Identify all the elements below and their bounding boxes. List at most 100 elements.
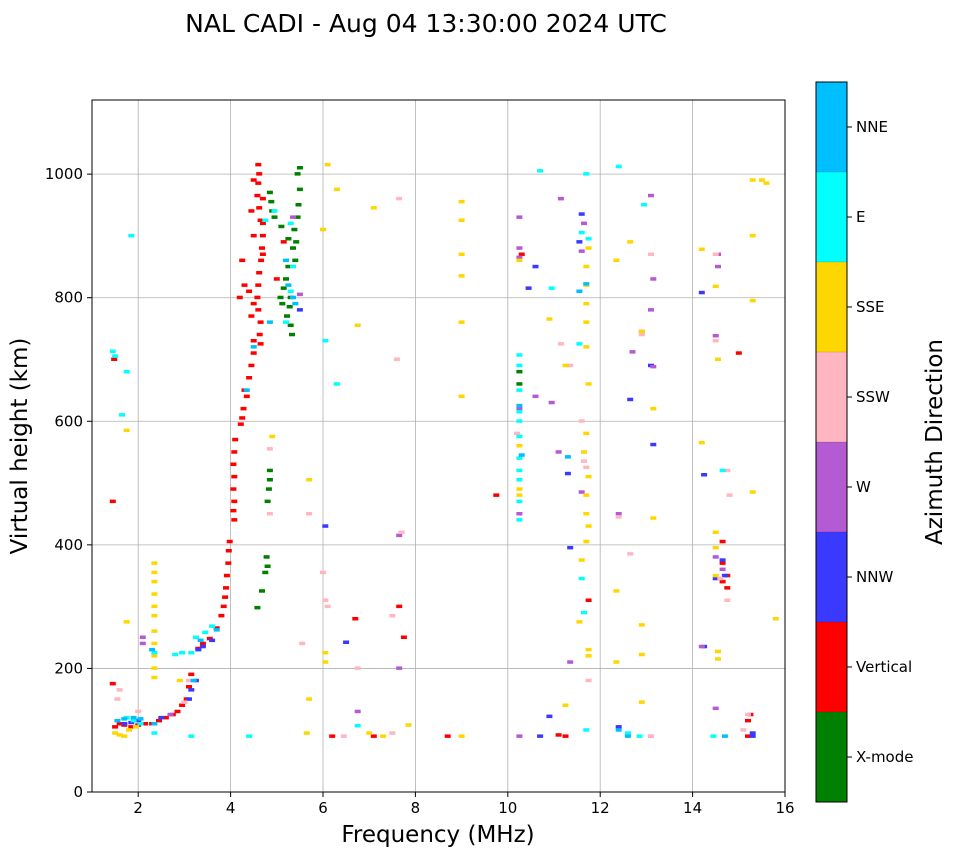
y-tick-label: 600 [54,412,83,430]
echo-point-ssw [186,678,192,683]
echo-point-w [139,635,146,639]
echo-point-sse [132,725,139,729]
echo-point-x-mode [296,187,303,192]
echo-point-vertical [255,181,262,185]
echo-point-sse [583,539,590,544]
colorbar-segment [816,262,847,352]
echo-point-e [128,233,135,238]
echo-point-nnw [121,722,128,726]
echo-point-ssw [567,363,574,368]
echo-point-w [516,215,523,219]
echo-point-e [516,499,523,504]
echo-point-vertical [128,725,135,729]
echo-point-vertical [256,206,263,210]
echo-point-ssw [724,468,731,473]
echo-point-sse [151,629,158,633]
plot-area [92,100,785,792]
echo-point-vertical [248,314,255,318]
echo-point-nne [149,647,156,652]
echo-point-e [516,419,523,423]
echo-point-w [139,641,146,646]
echo-point-ssw [114,697,121,701]
echo-point-vertical [280,240,287,244]
echo-point-vertical [250,178,257,182]
echo-point-nne [121,717,128,721]
echo-point-ssw [726,493,733,497]
echo-point-sse [763,181,770,185]
echo-point-sse [749,233,756,238]
echo-point-e [209,624,216,628]
echo-point-vertical [223,586,229,590]
echo-point-ssw [583,465,590,470]
echo-point-e [641,203,648,207]
echo-point-nne [137,717,144,721]
echo-point-vertical [231,450,238,454]
echo-point-vertical [142,722,149,726]
echo-point-vertical [248,209,255,213]
echo-point-sse [151,604,158,609]
echo-point-e [333,382,340,386]
y-axis-label: Virtual height (km) [7,338,33,555]
echo-point-x-mode [283,277,289,281]
echo-point-vertical [745,734,751,738]
echo-point-vertical [206,636,213,641]
echo-point-w [296,292,303,297]
echo-point-ssw [581,459,587,463]
echo-point-e [119,413,125,417]
echo-point-x-mode [294,215,301,219]
echo-point-sse [581,450,587,454]
echo-point-vertical [370,734,377,738]
echo-point-e [179,651,186,655]
colorbar-frame [815,81,848,803]
echo-point-sse [583,264,590,269]
echo-point-vertical [259,246,265,250]
echo-point-vertical [250,233,257,238]
echo-point-vertical [719,539,726,544]
x-tick-label: 16 [775,799,794,817]
echo-point-w [396,666,403,670]
echo-point-vertical [225,561,232,565]
echo-point-ssw [627,552,634,556]
echo-point-e [710,734,717,738]
echo-point-ssw [557,342,564,346]
echo-point-sse [333,187,340,192]
echo-point-e [516,410,523,414]
echo-point-sse [322,660,329,664]
echo-point-sse [151,641,158,646]
echo-point-sse [749,490,756,494]
echo-point-sse [638,623,645,627]
echo-point-sse [151,561,158,565]
echo-point-nne [130,715,137,720]
echo-point-nnw [701,473,708,477]
echo-point-nne [266,320,273,324]
echo-point-e [624,731,631,735]
echo-point-sse [151,592,158,596]
echo-point-ssw [340,734,347,738]
colorbar-label-w: W [856,478,871,496]
echo-point-ssw [324,604,331,609]
echo-point-x-mode [284,314,290,318]
x-tick-label: 8 [411,799,421,817]
echo-point-ssw [578,419,585,423]
echo-point-vertical [255,283,262,287]
echo-point-ssw [398,530,405,534]
data-marks [109,162,779,738]
echo-point-vertical [254,295,261,300]
echo-point-sse [576,620,583,624]
echo-point-nnw [199,644,206,649]
echo-point-e [151,651,158,655]
echo-point-sse [638,700,645,704]
echo-point-sse [151,570,158,575]
echo-point-vertical [226,539,233,544]
echo-point-sse [583,301,590,306]
colorbar: X-mode Vertical NNW W SSW SSE E NNE [815,81,913,803]
echo-point-ssw [266,512,273,516]
echo-point-x-mode [254,605,261,610]
echo-point-e [287,289,294,293]
echo-point-nnw [343,640,350,644]
echo-point-nne [114,718,121,723]
echo-point-x-mode [295,203,302,207]
colorbar-label-x-mode: X-mode [856,748,913,766]
echo-point-w [555,450,562,454]
echo-point-e [578,576,585,581]
